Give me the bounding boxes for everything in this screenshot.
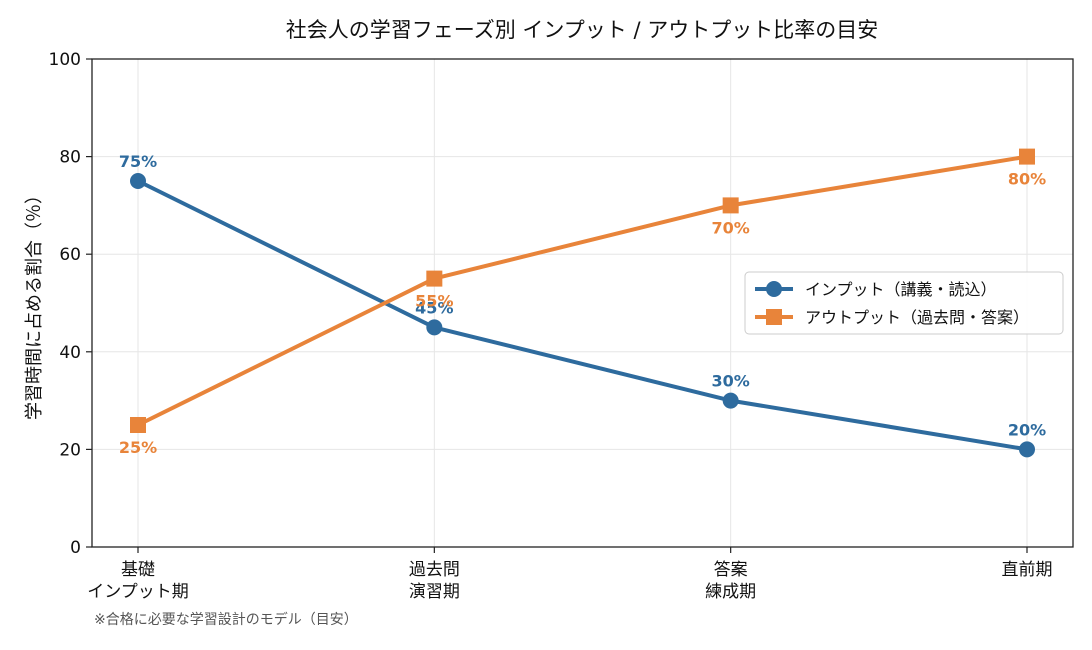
x-tick-label-line: 直前期 [1002, 560, 1053, 580]
x-tick-label: 答案練成期 [705, 560, 756, 602]
legend-marker [766, 309, 782, 325]
x-tick-label: 直前期 [1002, 560, 1053, 580]
x-tick-label: 過去問演習期 [409, 560, 460, 602]
data-point [426, 319, 443, 336]
y-tick-label: 40 [59, 343, 81, 363]
legend: インプット（講義・読込） アウトプット（過去問・答案） [744, 271, 1064, 335]
legend-marker [766, 281, 782, 297]
x-axis: 基礎インプット期 過去問演習期 答案練成期 直前期 [87, 547, 1053, 602]
x-tick-label-line: 練成期 [705, 582, 756, 602]
data-point [1019, 441, 1035, 458]
data-point [426, 270, 443, 287]
series-line [136, 179, 1029, 452]
series-layer: 75% 45% 30% 20% 25% 55% 70% 80% [119, 148, 1046, 458]
data-label: 45% [415, 298, 453, 317]
legend-label: アウトプット（過去問・答案） [805, 308, 1029, 327]
y-tick-label: 0 [70, 538, 81, 558]
y-tick-label: 80 [59, 148, 81, 168]
x-tick-label-line: インプット期 [87, 582, 189, 602]
data-point [722, 197, 739, 214]
legend-label: インプット（講義・読込） [805, 280, 997, 299]
y-tick-label: 20 [59, 440, 81, 460]
data-point [722, 392, 739, 409]
footnote: ※合格に必要な学習設計のモデル（目安） [94, 611, 358, 628]
data-point [1019, 148, 1035, 165]
x-tick-label-line: 基礎 [121, 560, 155, 580]
data-point [130, 417, 146, 433]
data-label: 70% [712, 218, 750, 237]
data-label: 25% [119, 438, 157, 457]
series-1: 75% 45% 30% 20% [119, 152, 1046, 458]
x-tick-label: 基礎インプット期 [87, 560, 189, 602]
plot-frame [91, 58, 1074, 548]
data-label: 20% [1008, 420, 1046, 439]
data-label: 30% [712, 372, 750, 391]
y-axis-label: 学習時間に占める割合（％） [24, 186, 45, 420]
x-tick-label-line: 答案 [714, 560, 748, 580]
y-tick-label: 100 [49, 50, 81, 70]
x-tick-label-line: 演習期 [409, 582, 460, 602]
y-axis: 0 20 40 60 80 100 [49, 50, 92, 558]
legend-item: インプット（講義・読込） [755, 280, 997, 299]
data-label: 80% [1008, 170, 1046, 189]
x-tick-label-line: 過去問 [409, 560, 460, 580]
y-tick-label: 60 [59, 245, 81, 265]
series-2: 25% 55% 70% 80% [119, 148, 1046, 457]
chart-title: 社会人の学習フェーズ別 インプット / アウトプット比率の目安 [286, 18, 878, 42]
data-label: 75% [119, 152, 157, 171]
legend-box [744, 271, 1064, 335]
series-line [136, 154, 1029, 427]
legend-item: アウトプット（過去問・答案） [755, 308, 1029, 327]
data-point [130, 173, 146, 189]
data-label: 55% [415, 292, 453, 311]
